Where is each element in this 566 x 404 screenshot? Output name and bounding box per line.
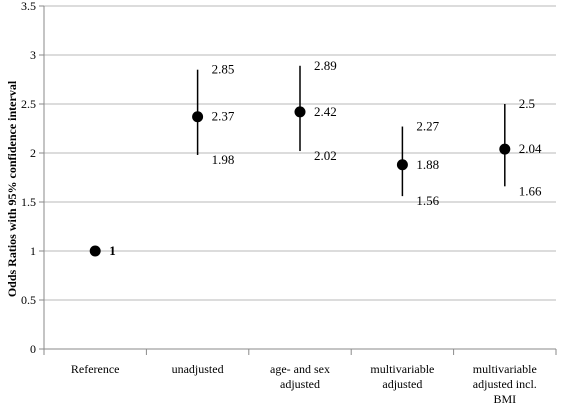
category-label: Reference [71,362,120,376]
upper-bound-label: 2.27 [416,119,439,134]
estimate-label: 1 [109,243,116,258]
category-label: age- and sex adjusted [270,362,330,391]
y-tick-label: 3.5 [21,0,36,13]
category-label: multivariable adjusted incl. BMI [473,362,537,404]
category-label: multivariable adjusted [370,362,434,391]
estimate-label: 2.37 [212,109,235,124]
axes [39,5,557,355]
point-estimate-marker [294,106,306,118]
point-estimate-marker [89,245,101,257]
grid-lines [44,5,556,301]
estimate-label: 2.42 [314,104,337,119]
lower-bound-label: 1.66 [519,183,542,198]
point-estimate-marker [192,111,204,123]
point-estimate-marker [396,159,408,171]
estimate-label: 1.88 [416,157,439,172]
category-label-line: BMI [493,392,516,404]
y-tick-label: 1.5 [21,195,36,209]
upper-bound-label: 2.85 [212,62,235,77]
lower-bound-label: 2.02 [314,148,337,163]
category-label-line: multivariable [473,362,537,376]
upper-bound-label: 2.5 [519,96,535,111]
lower-bound-label: 1.56 [416,193,439,208]
category-label-line: Reference [71,362,120,376]
y-tick-label: 3 [30,48,36,62]
category-label-line: adjusted [382,377,422,391]
category-label: unadjusted [172,362,224,376]
y-tick-label: 0 [30,342,36,356]
y-tick-labels: 0 0.5 1 1.5 2 2.5 3 3.5 [21,0,36,356]
category-label-line: unadjusted [172,362,224,376]
category-labels: Reference unadjusted age- and sex adjustedm… [71,362,537,404]
y-axis-label: Odds Ratios with 95% confidence interval [5,80,19,297]
data-marks: 1 2.85 1.98 2.37 2.89 2.02 2.42 2.27 1.56 1.88 2.5… [89,58,542,258]
y-tick-label: 2.5 [21,97,36,111]
point-estimate-marker [499,143,511,155]
category-label-line: age- and sex [270,362,330,376]
upper-bound-label: 2.89 [314,58,337,73]
y-tick-label: 2 [30,146,36,160]
estimate-label: 2.04 [519,141,542,156]
category-label-line: adjusted [280,377,320,391]
y-tick-label: 1 [30,244,36,258]
category-label-line: adjusted incl. [473,377,537,391]
lower-bound-label: 1.98 [212,152,235,167]
y-tick-label: 0.5 [21,293,36,307]
category-label-line: multivariable [370,362,434,376]
